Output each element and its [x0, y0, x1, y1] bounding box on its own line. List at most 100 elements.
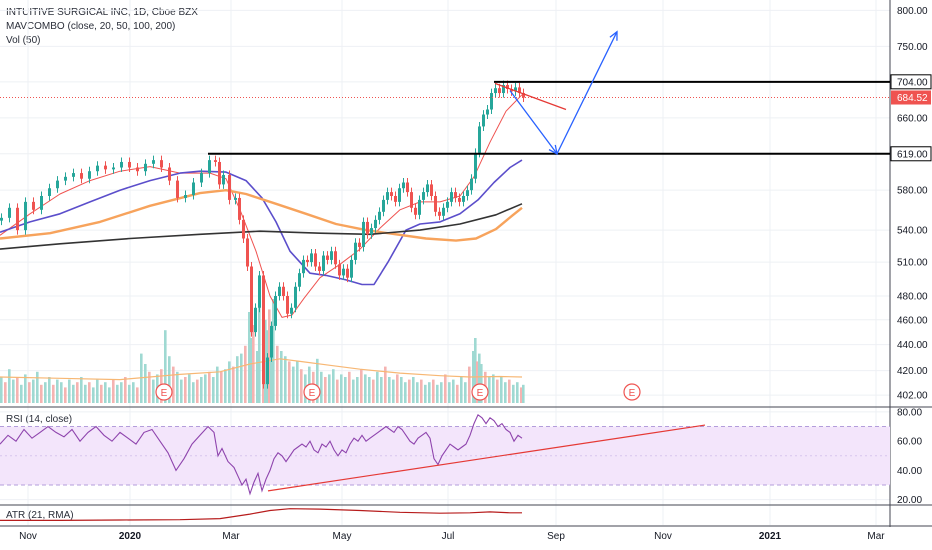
- earnings-marker-label: E: [629, 388, 636, 399]
- candle: [498, 88, 501, 94]
- volume-bar: [400, 377, 403, 403]
- volume-bar: [164, 330, 167, 403]
- candle: [442, 207, 445, 216]
- candle: [362, 221, 365, 247]
- earnings-marker-circle: [303, 383, 321, 401]
- candle: [228, 174, 231, 200]
- candle: [510, 89, 513, 92]
- volume-bar: [36, 371, 39, 403]
- price-axis-label: 402.00: [897, 391, 928, 402]
- volume-bar: [40, 384, 43, 403]
- candle: [426, 184, 429, 193]
- projection-path: [509, 31, 618, 156]
- price-axis-label: 510.00: [897, 258, 928, 269]
- candle: [24, 201, 27, 231]
- volume-bar: [144, 364, 147, 403]
- candle: [470, 178, 473, 191]
- candle: [238, 197, 241, 220]
- volume-bar: [72, 384, 75, 403]
- earnings-marker[interactable]: E: [155, 383, 173, 401]
- candle: [354, 242, 357, 260]
- candle: [446, 201, 449, 208]
- volume-bar: [104, 382, 107, 403]
- volume-bar: [116, 384, 119, 403]
- volume-bar: [436, 384, 439, 403]
- volume-bar: [478, 353, 481, 403]
- volume-bar: [292, 366, 295, 403]
- volume-bar: [228, 361, 231, 403]
- volume-bar: [20, 384, 23, 403]
- candle: [430, 184, 433, 196]
- volume-bar: [0, 377, 3, 403]
- volume-bar: [192, 382, 195, 403]
- earnings-marker-label: E: [477, 388, 484, 399]
- candle: [410, 192, 413, 208]
- earnings-marker[interactable]: E: [471, 383, 489, 401]
- price-axis-label: 460.00: [897, 315, 928, 326]
- volume-bar: [232, 366, 235, 403]
- volume-bar: [250, 338, 253, 403]
- volume-bar: [320, 371, 323, 403]
- volume-bar: [172, 366, 175, 403]
- candle: [490, 93, 493, 110]
- volume-bar: [348, 371, 351, 403]
- volume-bar: [280, 351, 283, 403]
- candle: [398, 188, 401, 202]
- volume-bar: [344, 377, 347, 403]
- volume-bar: [136, 387, 139, 403]
- volume-bar: [500, 377, 503, 403]
- volume-bar: [452, 379, 455, 403]
- candle: [458, 197, 461, 202]
- volume-bar: [132, 382, 135, 403]
- price-axis-label: 684.52: [897, 93, 928, 104]
- volume-bar: [388, 377, 391, 403]
- volume-bar: [120, 382, 123, 403]
- time-axis-label: Sep: [547, 531, 565, 542]
- volume-bar: [268, 309, 271, 403]
- candle: [218, 161, 221, 185]
- volume-bar: [56, 379, 59, 403]
- volume-bar: [60, 382, 63, 403]
- candle: [200, 173, 203, 183]
- volume-bar: [108, 387, 111, 403]
- candle: [112, 167, 115, 170]
- candle: [382, 199, 385, 212]
- price-axis-label: 619.00: [897, 149, 928, 160]
- volume-bar: [88, 382, 91, 403]
- candle: [358, 242, 361, 247]
- volume-bar: [80, 377, 83, 403]
- volume-bar: [492, 374, 495, 403]
- volume-bar: [76, 382, 79, 403]
- price-axis-label: 540.00: [897, 226, 928, 237]
- volume-bar: [516, 382, 519, 403]
- chart-title: INTUITIVE SURGICAL INC, 1D, Cboe BZX: [6, 7, 198, 18]
- candle: [350, 259, 353, 278]
- candle: [518, 87, 521, 94]
- candle: [144, 163, 147, 172]
- price-trendline: [494, 82, 567, 111]
- volume-bar: [28, 382, 31, 403]
- candle: [242, 219, 245, 239]
- volume-bar: [488, 377, 491, 403]
- candle: [374, 219, 377, 229]
- candle: [48, 188, 51, 196]
- candle: [342, 268, 345, 276]
- candle: [414, 207, 417, 215]
- volume-bar: [424, 384, 427, 403]
- volume-bar: [396, 374, 399, 403]
- volume-bar: [92, 387, 95, 403]
- ma200-line: [0, 203, 523, 250]
- volume-bar: [176, 371, 179, 403]
- candle: [88, 171, 91, 179]
- volume-bar: [364, 374, 367, 403]
- candle: [454, 192, 457, 198]
- candle: [104, 165, 107, 170]
- candle: [514, 87, 517, 92]
- earnings-marker[interactable]: E: [623, 383, 641, 401]
- candle: [386, 192, 389, 200]
- volume-bar: [258, 304, 261, 403]
- volume-bar: [432, 379, 435, 403]
- earnings-marker[interactable]: E: [303, 383, 321, 401]
- volume-bar: [64, 387, 67, 403]
